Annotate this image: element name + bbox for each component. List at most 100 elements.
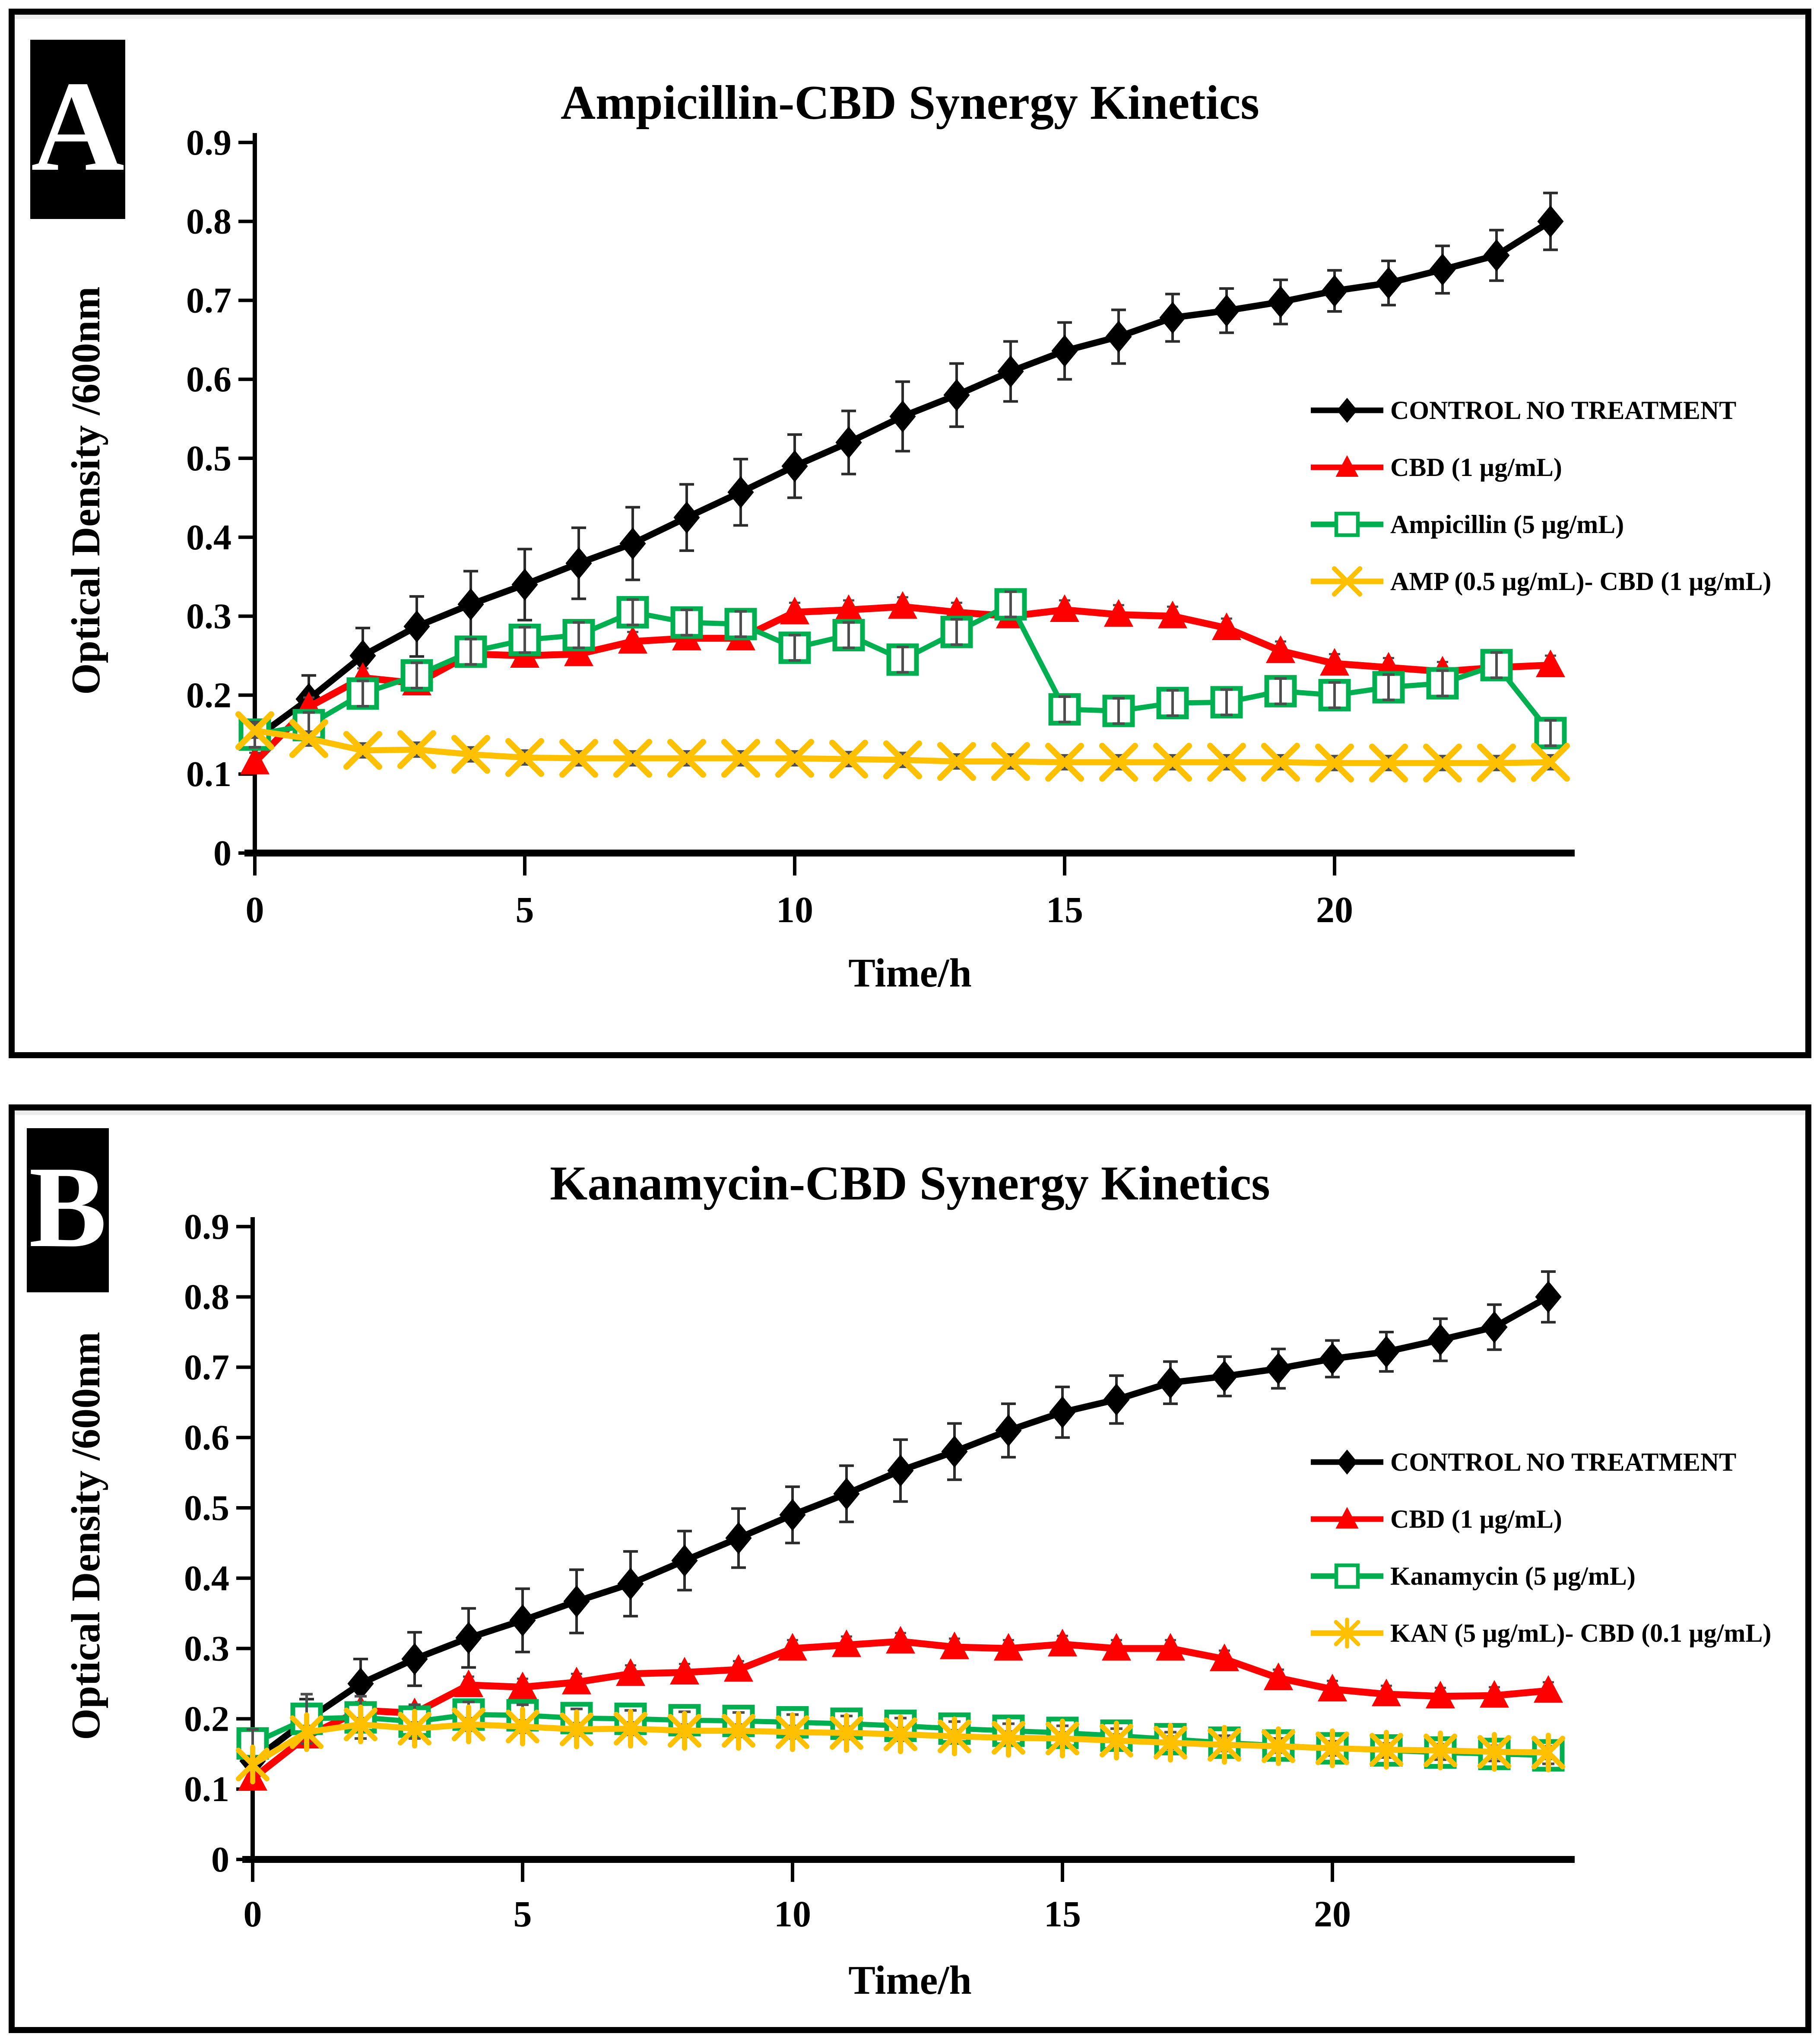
x-marker [613, 739, 652, 778]
triangle-marker [562, 1666, 591, 1694]
asterisk-marker [1424, 1730, 1457, 1770]
diamond-marker [1105, 320, 1132, 353]
y-tick-label: 0.5 [186, 438, 231, 479]
legend-marker-triangle [1311, 455, 1383, 477]
error-bar [1275, 677, 1287, 705]
diamond-marker [671, 1544, 698, 1577]
diamond-marker [1213, 295, 1240, 327]
triangle-marker [1212, 612, 1241, 641]
diamond-marker [563, 1585, 590, 1618]
diamond-marker [673, 501, 700, 534]
diamond-marker [1429, 253, 1456, 286]
x-tick [1333, 857, 1336, 876]
diamond-marker [941, 1435, 968, 1468]
diamond-marker [565, 547, 592, 580]
y-tick-label: 0.4 [184, 1558, 229, 1599]
diamond-marker [835, 426, 862, 459]
triangle-marker [1318, 1674, 1347, 1702]
y-tick [236, 1295, 251, 1299]
triangle-marker [1426, 1681, 1455, 1709]
asterisk-marker [722, 1711, 755, 1751]
y-tick [238, 851, 253, 855]
x-marker [1477, 743, 1516, 783]
x-axis-line [244, 850, 1575, 857]
y-tick-label: 0.8 [186, 202, 231, 242]
triangle-marker [1210, 1643, 1239, 1672]
x-tick [251, 1863, 254, 1882]
x-tick-label: 20 [1316, 889, 1353, 930]
y-tick [236, 1506, 251, 1510]
asterisk-marker [992, 1718, 1025, 1758]
open-square-marker [1334, 1563, 1360, 1589]
asterisk-marker [1154, 1723, 1187, 1763]
x-marker [343, 731, 382, 770]
growth-curve-chart-a: 0 0.1 0.2 0.3 0.4 0.5 0.6 0.7 0.8 0.9 0 5 10 15 20 [186, 123, 1575, 930]
triangle-marker [670, 1656, 699, 1685]
error-bar [1544, 719, 1557, 747]
diamond-marker [1537, 205, 1564, 238]
y-tick [238, 298, 253, 302]
y-tick-label: 0 [211, 1840, 229, 1880]
triangle-marker [1320, 648, 1349, 676]
error-bar [951, 618, 963, 646]
y-tick [236, 1717, 251, 1721]
diamond-marker [1481, 1311, 1508, 1343]
diamond-marker [617, 1567, 644, 1600]
diamond-marker [1337, 1450, 1357, 1475]
triangle-marker [616, 1658, 645, 1686]
triangle-marker [1050, 594, 1079, 622]
asterisk-marker [668, 1711, 701, 1751]
diamond-marker [889, 400, 916, 433]
panel-b-y-axis-label: Optical Density /600nm [63, 1332, 108, 1740]
error-bar [411, 661, 423, 689]
asterisk-marker [398, 1709, 431, 1749]
diamond-marker [1337, 398, 1357, 423]
legend-label: Ampicillin (5 µg/mL) [1390, 510, 1624, 539]
y-axis-line [253, 133, 257, 857]
diamond-marker [1267, 286, 1294, 318]
x-tick-label: 10 [774, 1893, 811, 1935]
x-tick [521, 1863, 524, 1882]
triangle-marker [886, 1626, 915, 1654]
legend-marker-asterisk [1311, 1618, 1383, 1649]
diamond-marker [511, 568, 538, 601]
triangle-marker [832, 1629, 861, 1657]
panel-a-y-axis-label: Optical Density /600nm [63, 286, 108, 695]
asterisk-marker [776, 1712, 809, 1752]
y-tick-label: 0.3 [184, 1629, 229, 1669]
triangle-marker [834, 594, 863, 622]
x-marker [1045, 742, 1084, 782]
legend-marker-x [1311, 566, 1383, 597]
y-tick [236, 1365, 251, 1369]
x-marker [667, 739, 706, 778]
x-marker [451, 735, 490, 774]
asterisk-marker [1046, 1718, 1079, 1758]
y-tick-label: 0.1 [186, 754, 231, 794]
panel-b-x-axis-label: Time/h [848, 1958, 972, 2003]
error-bar [1059, 695, 1071, 723]
triangle-marker [454, 1669, 483, 1697]
triangle-marker [1266, 635, 1295, 663]
x-marker [1369, 743, 1408, 783]
legend-label: Kanamycin (5 µg/mL) [1390, 1561, 1636, 1590]
triangle-marker [564, 638, 593, 666]
error-bar [1113, 697, 1125, 725]
legend-marker-diamond [1311, 398, 1383, 423]
x-tick-label: 15 [1046, 889, 1083, 930]
diamond-marker [509, 1604, 536, 1637]
y-tick [236, 1225, 251, 1228]
asterisk-marker [1316, 1728, 1349, 1768]
diamond-marker [725, 1522, 752, 1554]
y-tick-label: 0.2 [184, 1699, 229, 1739]
asterisk-marker [236, 1745, 270, 1785]
x-marker [991, 742, 1030, 781]
triangle-marker [1104, 599, 1133, 627]
x-tick [791, 1863, 794, 1882]
y-tick-label: 0.7 [186, 280, 231, 320]
diamond-marker [887, 1454, 914, 1487]
triangle-marker [888, 591, 917, 619]
x-tick-label: 5 [516, 889, 534, 930]
open-square-marker [1334, 511, 1360, 537]
diamond-marker [1373, 1336, 1400, 1368]
x-tick [253, 857, 257, 876]
